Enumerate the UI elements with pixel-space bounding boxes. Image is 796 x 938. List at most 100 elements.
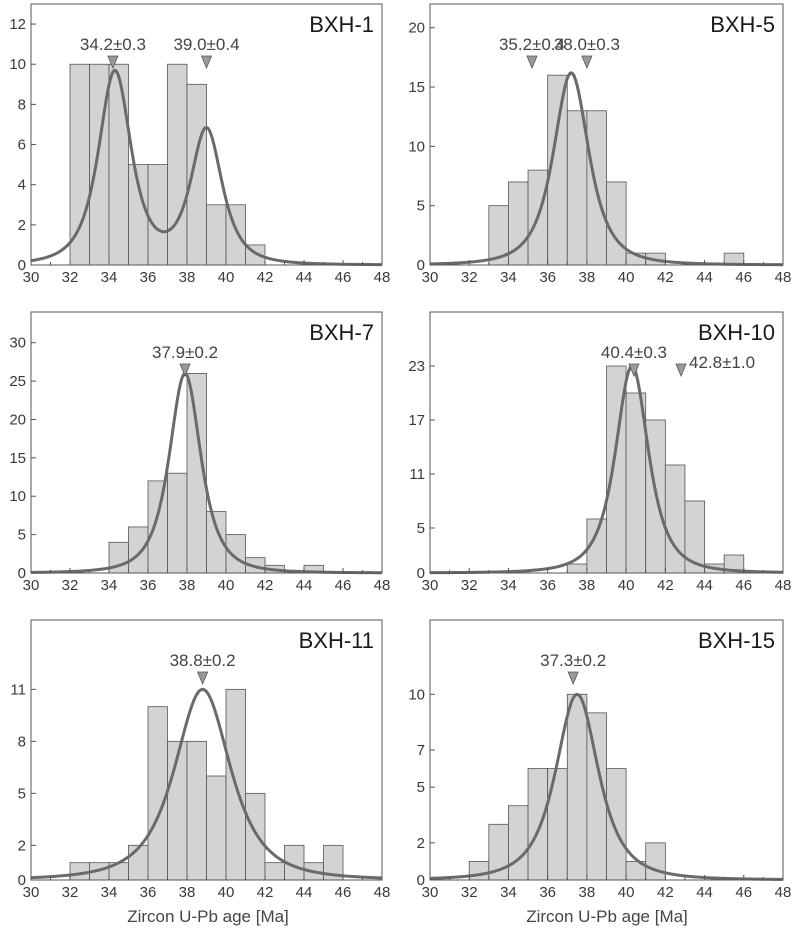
x-tick-label: 44	[296, 884, 313, 901]
histogram-bar	[147, 706, 168, 881]
x-tick-label: 36	[539, 884, 556, 901]
y-tick-label: 5	[417, 520, 425, 537]
x-tick-label: 32	[62, 269, 79, 286]
histogram-bar	[566, 563, 588, 574]
y-tick-label: 5	[18, 527, 26, 544]
histogram-bar	[264, 862, 285, 881]
y-tick-label: 20	[408, 20, 425, 37]
x-axis-label-right: Zircon U-Pb age [Ma]	[526, 907, 688, 926]
histogram-bar	[206, 775, 227, 881]
histogram-bar	[527, 768, 549, 881]
y-tick-label: 2	[18, 837, 26, 854]
x-tick-label: 42	[657, 577, 674, 594]
histogram-bar	[606, 768, 627, 881]
y-tick-label: 11	[409, 466, 425, 483]
density-curve	[30, 687, 383, 880]
panel-bxh-15: 30 32 34 36 38 40 42 44 46 48 0 2 5 7 10 BXH-15 37.3±0.2	[408, 619, 792, 901]
peak-age-label: 38.8±0.2	[170, 651, 236, 670]
y-tick-label: 0	[18, 257, 26, 274]
x-tick-label: 40	[218, 269, 235, 286]
x-tick-label: 40	[218, 884, 235, 901]
x-tick-label: 40	[618, 269, 635, 286]
histogram-bar	[566, 110, 588, 266]
x-tick-label: 48	[775, 884, 792, 901]
y-tick-label: 2	[417, 835, 425, 852]
panel-bxh-5: 30 32 34 36 38 40 42 44 46 48 0 5 10 15 20 BXH-5 35.2±0.…	[408, 3, 791, 286]
x-tick-label: 36	[140, 269, 157, 286]
panel-title: BXH-1	[309, 12, 374, 37]
y-tick-label: 10	[408, 686, 425, 703]
histogram-bar	[128, 526, 149, 574]
panel-title: BXH-11	[299, 628, 374, 653]
x-tick-label: 46	[735, 577, 752, 594]
x-tick-label: 44	[696, 884, 713, 901]
y-tick-label: 0	[18, 565, 26, 582]
histogram-bar	[547, 768, 568, 881]
peak-marker-icon	[179, 363, 191, 378]
x-tick-label: 30	[23, 269, 40, 286]
x-tick-label: 42	[657, 269, 674, 286]
y-tick-label: 8	[18, 96, 26, 113]
x-tick-label: 30	[422, 577, 439, 594]
x-tick-label: 42	[657, 884, 674, 901]
histogram-bar	[108, 63, 129, 266]
x-tick-label: 48	[374, 269, 391, 286]
y-tick-label: 15	[9, 450, 26, 467]
x-tick-label: 30	[422, 884, 439, 901]
x-tick-label: 44	[296, 577, 313, 594]
y-tick-label: 10	[9, 488, 26, 505]
y-tick-label: 5	[417, 779, 425, 796]
y-tick-label: 0	[18, 872, 26, 889]
x-tick-label: 42	[257, 884, 274, 901]
y-tick-label: 10	[9, 56, 26, 73]
y-tick-label: 17	[408, 412, 425, 429]
x-tick-label: 40	[618, 884, 635, 901]
x-tick-label: 38	[179, 577, 196, 594]
x-tick-label: 34	[101, 269, 118, 286]
histogram-bar	[186, 740, 207, 881]
x-tick-label: 34	[500, 269, 517, 286]
x-tick-label: 30	[422, 269, 439, 286]
panel-title: BXH-10	[698, 320, 775, 345]
peak-marker-icon	[107, 55, 119, 70]
x-tick-label: 46	[335, 269, 352, 286]
x-tick-label: 32	[62, 577, 79, 594]
histogram-bar	[167, 63, 188, 266]
y-tick-label: 11	[10, 681, 26, 698]
x-tick-label: 46	[735, 269, 752, 286]
x-tick-label: 32	[461, 577, 478, 594]
y-tick-label: 7	[417, 742, 425, 759]
y-tick-label: 5	[417, 198, 425, 215]
x-axis-label-left: Zircon U-Pb age [Ma]	[127, 907, 289, 926]
y-tick-label: 12	[9, 16, 26, 33]
x-tick-label: 38	[179, 269, 196, 286]
x-tick-label: 36	[539, 577, 556, 594]
histogram-bar	[645, 842, 666, 881]
x-tick-label: 38	[179, 884, 196, 901]
histogram-bar	[128, 844, 149, 881]
histogram-bar	[508, 805, 529, 881]
x-tick-label: 44	[696, 577, 713, 594]
x-tick-label: 38	[579, 269, 596, 286]
x-tick-label: 46	[735, 884, 752, 901]
histogram-bar	[69, 63, 90, 266]
peak-marker-icon	[675, 363, 687, 378]
y-tick-label: 23	[408, 358, 425, 375]
x-tick-label: 36	[140, 884, 157, 901]
panel-title: BXH-7	[309, 320, 374, 345]
y-tick-label: 0	[417, 565, 425, 582]
x-tick-label: 42	[257, 269, 274, 286]
x-tick-label: 48	[374, 577, 391, 594]
histogram-bar	[606, 181, 627, 266]
peak-marker-icon	[581, 55, 593, 70]
panel-title: BXH-5	[710, 12, 775, 37]
histogram-bar	[186, 83, 207, 266]
peak-age-label: 35.2±0.4	[499, 35, 565, 54]
panel-bxh-10: 30 32 34 36 38 40 42 44 46 48 0 5 11 17 23 BXH-10 40.4±0…	[408, 311, 791, 594]
y-tick-label: 20	[9, 411, 26, 428]
y-tick-label: 15	[408, 79, 425, 96]
y-tick-label: 30	[9, 335, 26, 352]
y-tick-label: 0	[417, 257, 425, 274]
y-tick-label: 5	[18, 785, 26, 802]
